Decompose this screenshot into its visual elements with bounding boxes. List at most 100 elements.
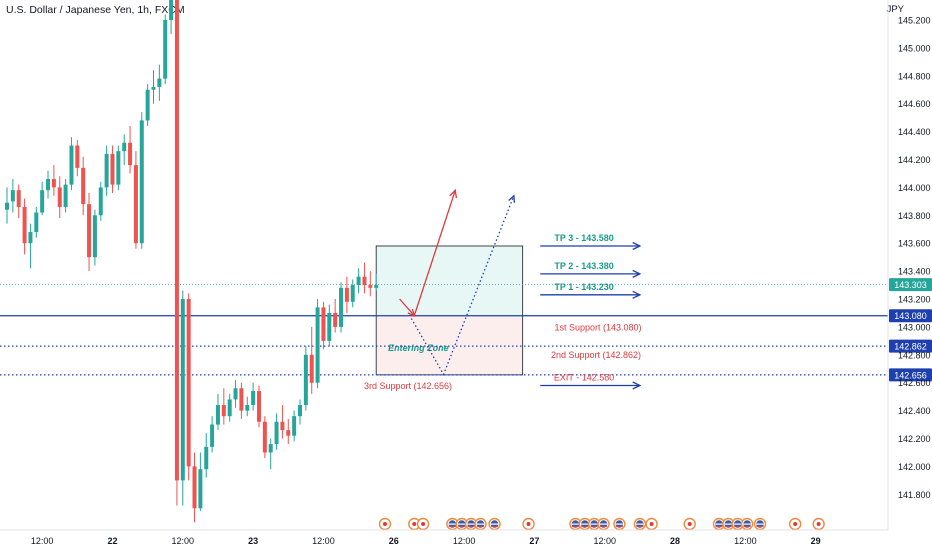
candle-body xyxy=(280,421,285,431)
y-tick-label: 142.600 xyxy=(898,378,931,388)
current-price-tag xyxy=(889,278,932,292)
candle-body xyxy=(174,0,179,481)
price-level-tag-text: 143.080 xyxy=(894,311,927,321)
candle xyxy=(87,192,92,272)
candle-body xyxy=(16,190,21,207)
economic-event-icon[interactable] xyxy=(645,517,658,531)
candle xyxy=(198,452,203,512)
y-tick-label: 142.800 xyxy=(898,350,931,360)
x-tick-label: 12:00 xyxy=(593,536,616,546)
economic-event-icon[interactable] xyxy=(812,517,825,531)
x-tick-label: 29 xyxy=(811,536,821,546)
candle xyxy=(227,393,232,422)
candle xyxy=(16,184,21,219)
target-label: TP 2 - 143.380 xyxy=(554,261,613,271)
y-tick-label: 141.800 xyxy=(898,490,931,500)
candle xyxy=(133,151,138,249)
candles xyxy=(5,0,379,523)
candle-body xyxy=(5,202,9,210)
candle xyxy=(333,299,338,333)
candle-body xyxy=(69,145,74,185)
candle xyxy=(221,388,226,425)
candle xyxy=(192,452,197,523)
us-flag-event-icon[interactable] xyxy=(474,517,487,531)
entering-zone-label: Entering Zone xyxy=(388,343,449,353)
candle xyxy=(210,416,215,453)
candle-body xyxy=(139,120,144,244)
candle xyxy=(51,165,56,196)
us-flag-event-icon[interactable] xyxy=(488,517,501,531)
x-tick-label: 12:00 xyxy=(734,536,757,546)
candle-body xyxy=(204,446,209,470)
candle-body xyxy=(186,299,191,467)
candle-body xyxy=(321,307,326,341)
y-tick-label: 143.800 xyxy=(898,211,931,221)
candle-body xyxy=(157,78,162,87)
economic-event-icon[interactable] xyxy=(788,517,802,531)
target-label: TP 1 - 143.230 xyxy=(554,282,613,292)
us-flag-event-icon[interactable] xyxy=(578,517,591,531)
candle-body xyxy=(10,190,15,202)
candle xyxy=(356,268,361,294)
us-flag-event-icon[interactable] xyxy=(446,517,459,531)
candle-body xyxy=(51,179,56,188)
candle-body xyxy=(298,405,302,417)
support-label: 2nd Support (142.862) xyxy=(551,350,641,360)
candle-body xyxy=(92,215,97,258)
candle-body xyxy=(163,20,168,79)
economic-event-icon[interactable] xyxy=(378,517,392,531)
candle-body xyxy=(256,391,261,422)
candle xyxy=(215,393,220,431)
economic-event-icon[interactable] xyxy=(416,517,430,531)
currency-unit-label: JPY xyxy=(886,4,904,15)
candle xyxy=(116,145,121,191)
us-flag-event-icon[interactable] xyxy=(613,517,626,531)
candle-body xyxy=(327,312,332,341)
us-flag-event-icon[interactable] xyxy=(597,517,610,531)
annotations: TP 3 - 143.580 TP 2 - 143.380 TP 1 - 143.2… xyxy=(364,188,642,391)
candle-body xyxy=(368,285,373,288)
x-tick-label: 12:00 xyxy=(312,536,335,546)
y-tick-label: 144.400 xyxy=(898,127,931,137)
candle-body xyxy=(274,421,279,445)
economic-event-icon[interactable] xyxy=(522,517,535,531)
candle-body xyxy=(75,145,80,168)
us-flag-event-icon[interactable] xyxy=(633,517,647,531)
economic-event-icon[interactable] xyxy=(683,517,696,531)
y-tick-label: 142.400 xyxy=(898,406,931,416)
candle xyxy=(5,187,9,224)
candle xyxy=(46,170,51,199)
candle-body xyxy=(268,444,273,453)
candle-body xyxy=(309,354,314,383)
candle xyxy=(81,156,86,216)
candle xyxy=(10,179,15,213)
us-flag-event-icon[interactable] xyxy=(569,517,582,531)
arrow-head xyxy=(508,194,516,203)
candle-body xyxy=(239,388,244,411)
candle-body xyxy=(227,399,232,417)
candle xyxy=(233,379,238,408)
candle-body xyxy=(104,153,109,188)
us-flag-event-icon[interactable] xyxy=(740,517,754,531)
candle xyxy=(362,262,367,294)
y-tick-label: 142.200 xyxy=(898,434,931,444)
candle xyxy=(315,299,320,389)
candle xyxy=(75,139,80,177)
y-tick-label: 144.200 xyxy=(898,155,931,165)
candle xyxy=(280,405,285,439)
candle-body xyxy=(116,151,121,185)
x-tick-label: 12:00 xyxy=(453,536,476,546)
candle-body xyxy=(133,165,138,244)
candle-body xyxy=(110,153,115,185)
candle-body xyxy=(22,206,27,244)
current-price-tag-text: 143.303 xyxy=(894,280,927,290)
candle xyxy=(350,279,355,308)
price-level-tag xyxy=(889,309,932,323)
candle-body xyxy=(198,469,203,509)
dotted-path-line xyxy=(410,195,515,376)
candle xyxy=(151,70,156,104)
us-flag-event-icon[interactable] xyxy=(753,517,767,531)
candle xyxy=(163,14,168,85)
